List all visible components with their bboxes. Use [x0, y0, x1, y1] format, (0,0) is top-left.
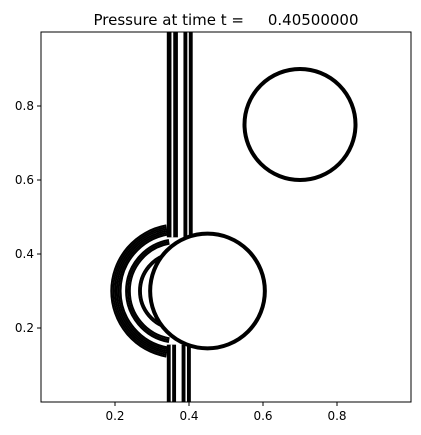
shock-arc-6	[125, 239, 170, 343]
obstacle-circle-0	[242, 67, 358, 182]
y-tick-label: 0.2	[15, 321, 34, 335]
shock-arc-0	[110, 224, 167, 358]
shock-arc-8	[128, 242, 170, 340]
contour-band-gap-2	[170, 344, 173, 402]
obstacle-circle-1	[148, 231, 267, 351]
chart-title: Pressure at time t = 0.40500000	[93, 11, 358, 29]
contour-band-gap-1	[187, 32, 189, 238]
contour-band-gap-0	[171, 32, 174, 238]
shock-arc-1	[112, 226, 167, 356]
shock-arc-5	[119, 233, 169, 349]
x-tick-label: 0.2	[105, 409, 124, 423]
contour-layer	[110, 32, 358, 402]
contour-band-gap-3	[185, 344, 187, 402]
y-tick-label: 0.4	[15, 247, 34, 261]
x-tick-label: 0.4	[179, 409, 198, 423]
y-tick-label: 0.6	[15, 173, 34, 187]
shock-arc-7	[126, 240, 170, 342]
plot-frame	[40, 31, 412, 403]
shock-arc-4	[117, 231, 168, 351]
y-tick-label: 0.8	[15, 99, 34, 113]
x-axis: 0.2 0.4 0.6 0.8	[105, 402, 347, 423]
shock-arc-2	[114, 228, 168, 354]
y-axis: 0.2 0.4 0.6 0.8	[15, 99, 41, 335]
shock-arc-9	[138, 251, 172, 331]
x-tick-label: 0.8	[327, 409, 346, 423]
shock-arc-3	[115, 229, 168, 353]
x-tick-label: 0.6	[253, 409, 272, 423]
